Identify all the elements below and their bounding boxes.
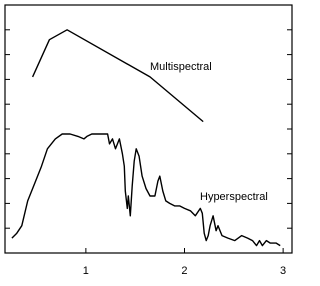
series-line	[31, 29, 204, 123]
chart: 1 2 3 Multispectral Hyperspectral	[4, 4, 293, 277]
x-tick-label: 2	[181, 265, 187, 277]
series-line	[11, 133, 281, 247]
series-label: Hyperspectral	[200, 191, 268, 203]
x-tick-label: 1	[83, 265, 89, 277]
series-label: Multispectral	[150, 61, 212, 73]
x-tick-label: 3	[280, 265, 286, 277]
